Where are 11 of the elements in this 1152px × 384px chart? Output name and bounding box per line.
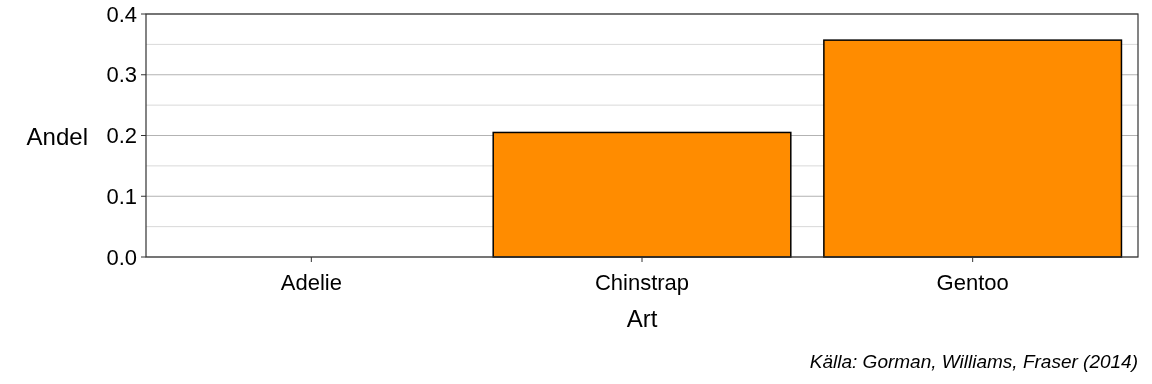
x-tick-label: Adelie [280, 270, 342, 295]
y-tick-label: 0.2 [106, 123, 137, 149]
x-tick-label: Chinstrap [594, 270, 690, 295]
x-axis-title: Art [626, 305, 658, 332]
y-tick-label: 0.0 [106, 244, 137, 270]
y-tick-label: 0.3 [106, 62, 137, 88]
y-tick-label: 0.4 [106, 1, 137, 27]
y-axis-title: Andel [26, 122, 88, 150]
x-tick-label: Gentoo [936, 270, 1009, 295]
y-tick-label: 0.1 [106, 183, 137, 209]
text: Källa: Gorman, Williams, Fraser (2014) [809, 351, 1138, 372]
